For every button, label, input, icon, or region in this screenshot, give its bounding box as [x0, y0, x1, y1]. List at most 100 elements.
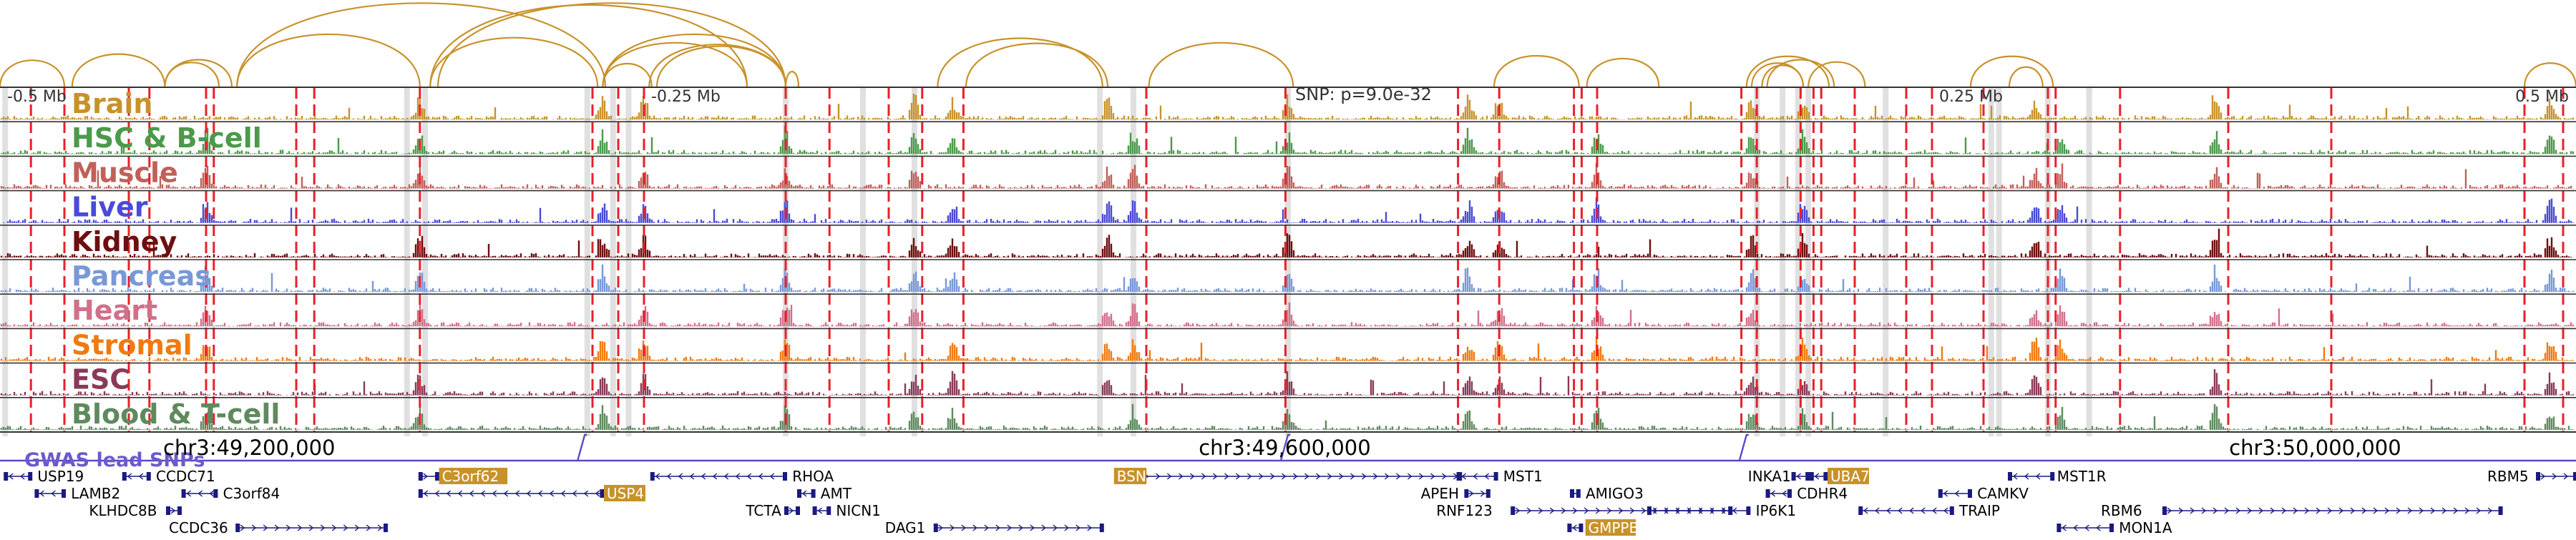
strand-arrow	[469, 490, 474, 497]
chrom-position-label: chr3:49,600,000	[1199, 436, 1371, 460]
strand-arrow	[2178, 507, 2184, 514]
arc	[602, 41, 748, 88]
strand-arrow	[457, 490, 463, 497]
exon	[2536, 472, 2540, 481]
strand-arrow	[2487, 507, 2493, 514]
strand-arrow	[2024, 473, 2029, 480]
strand-arrow	[492, 490, 497, 497]
gene-label: INKA1	[1748, 468, 1791, 485]
strand-arrow	[2212, 507, 2218, 514]
gray-band	[1988, 87, 1994, 436]
strand-arrow	[655, 473, 660, 480]
strand-arrow	[1886, 507, 1891, 514]
arc	[71, 53, 166, 88]
gene-label: C3orf84	[223, 485, 280, 502]
exon	[812, 506, 817, 515]
exon	[146, 472, 151, 481]
gene-label: CCDC36	[169, 519, 228, 536]
strand-arrow	[366, 524, 371, 531]
arc	[1761, 64, 1805, 88]
strand-arrow	[817, 507, 823, 514]
chrom-position-label: chr3:49,200,000	[163, 436, 336, 460]
strand-arrow	[1641, 507, 1646, 514]
gray-band	[1285, 87, 1291, 436]
arc	[1148, 41, 1294, 88]
strand-arrow	[2350, 507, 2356, 514]
exon	[811, 489, 816, 498]
exon	[2573, 472, 2576, 481]
gene-label: TCTA	[745, 502, 781, 519]
strand-arrow	[2407, 507, 2413, 514]
exon	[784, 506, 789, 515]
gene-label: MON1A	[2119, 519, 2172, 536]
gray-band	[1131, 87, 1136, 436]
arc	[2008, 66, 2044, 88]
strand-arrow	[1618, 507, 1624, 514]
exon	[213, 489, 218, 498]
gene-label: USP19	[37, 468, 84, 485]
gray-band	[1883, 87, 1889, 436]
strand-arrow	[701, 473, 706, 480]
gene-label: NICN1	[836, 502, 881, 519]
gene-annotation-track: USP19 CCDC71 C3orf62 RHOA BSN MST1 INKA1 UBA7 MS…	[4, 468, 2576, 536]
strand-arrow	[678, 473, 683, 480]
exon	[1576, 489, 1581, 498]
exon	[1464, 489, 1469, 498]
strand-arrow	[1732, 507, 1737, 514]
strand-arrow	[1480, 490, 1485, 497]
strand-arrow	[2430, 507, 2436, 514]
strand-arrow	[274, 524, 280, 531]
strand-arrow	[2384, 507, 2390, 514]
strand-arrow	[560, 490, 566, 497]
strand-arrow	[1720, 507, 1726, 514]
strand-arrow	[2190, 507, 2195, 514]
gray-band	[1795, 87, 1801, 436]
strand-arrow	[2270, 507, 2275, 514]
axis-tick-label: -0.5 Mb	[7, 88, 67, 106]
strand-arrow	[1189, 473, 1195, 480]
strand-arrow	[1572, 524, 1577, 531]
strand-arrow	[1315, 473, 1321, 480]
axis-tick-label: -0.25 Mb	[651, 88, 721, 106]
strand-arrow	[297, 524, 303, 531]
exon	[166, 506, 170, 515]
strand-arrow	[2096, 524, 2101, 531]
strand-arrow	[2327, 507, 2333, 514]
gwas-label: GWAS lead SNPs	[24, 449, 205, 471]
strand-arrow	[1053, 524, 1058, 531]
signal-2	[0, 160, 2575, 189]
arc	[436, 2, 787, 88]
track-label-4: Kidney	[72, 226, 177, 257]
strand-arrow	[1178, 473, 1184, 480]
strand-arrow	[1468, 490, 1474, 497]
exon	[600, 489, 605, 498]
strand-arrow	[2073, 524, 2078, 531]
strand-arrow	[20, 473, 25, 480]
strand-arrow	[1361, 473, 1367, 480]
strand-arrow	[434, 490, 440, 497]
gray-band	[422, 87, 428, 436]
strand-arrow	[1350, 473, 1355, 480]
axis-tick-label: 0.25 Mb	[1939, 88, 2003, 106]
exon	[1456, 472, 1461, 481]
exon	[783, 472, 787, 481]
strand-arrow	[2012, 473, 2018, 480]
exon	[650, 472, 655, 481]
strand-arrow	[1212, 473, 1218, 480]
exon	[2057, 524, 2062, 532]
strand-arrow	[2396, 507, 2401, 514]
exon	[1938, 489, 1943, 498]
gene-highlight-box	[439, 468, 508, 484]
exon	[796, 506, 800, 515]
strand-arrow	[320, 524, 326, 531]
arc	[2523, 62, 2576, 88]
signal-5	[0, 264, 2575, 293]
track-label-0: Brain	[72, 88, 152, 119]
strand-arrow	[1943, 507, 1948, 514]
exon	[4, 472, 9, 481]
strand-arrow	[583, 490, 589, 497]
gene-label: GMPPB	[1589, 519, 1639, 536]
strand-arrow	[1954, 490, 1960, 497]
exon	[1823, 472, 1828, 481]
